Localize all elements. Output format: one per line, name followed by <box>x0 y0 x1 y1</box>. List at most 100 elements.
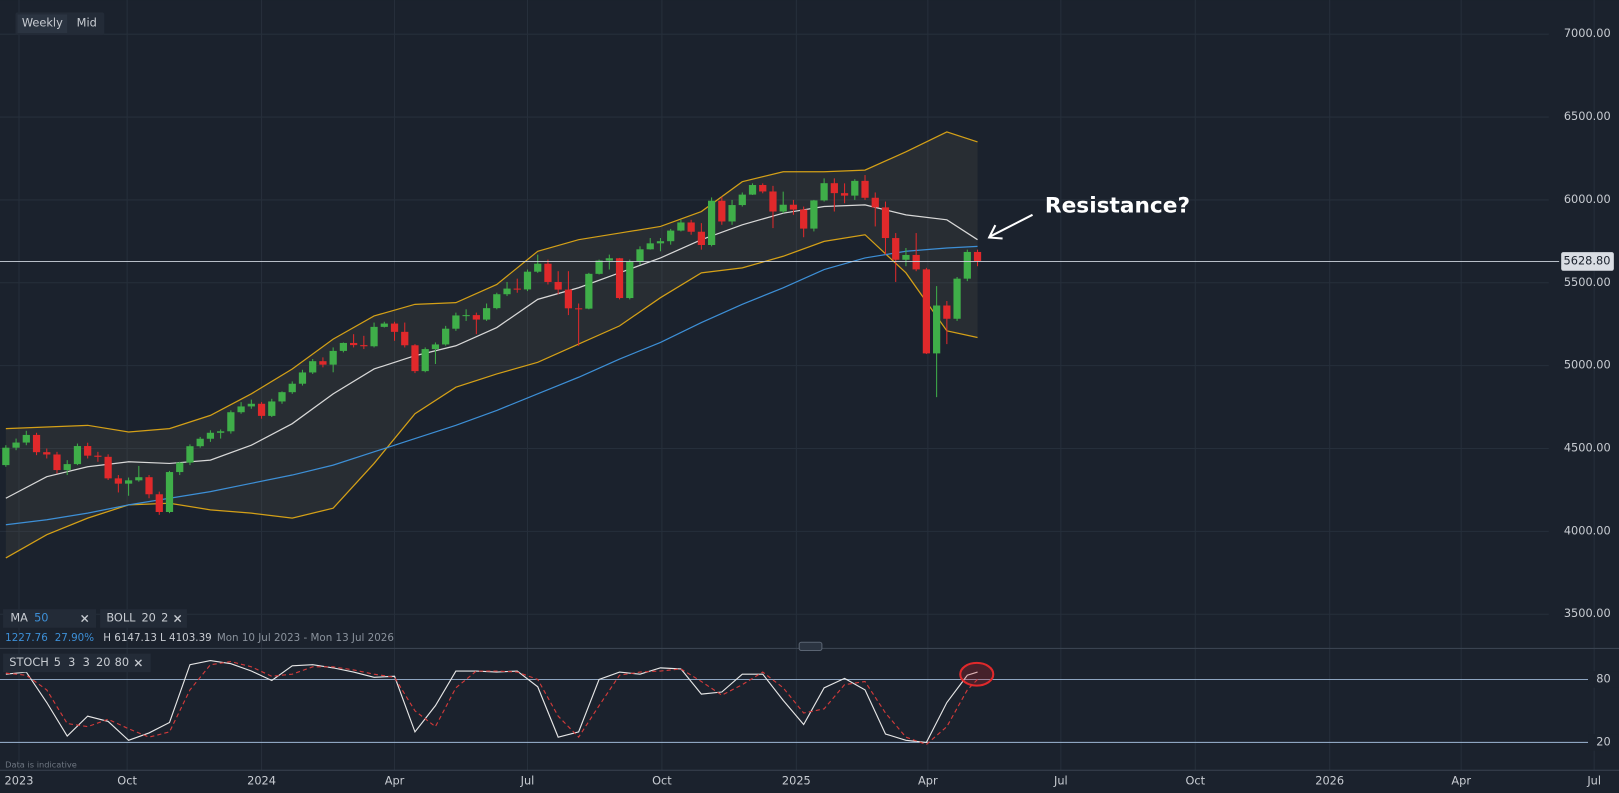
x-tick-label: Apr <box>918 774 938 788</box>
candle-body <box>390 323 399 332</box>
candle-body <box>155 494 163 512</box>
candle-body <box>370 326 378 347</box>
candle-body <box>564 289 573 309</box>
candle-body <box>298 372 307 384</box>
stoch-param: 80 <box>115 655 129 669</box>
stoch-param: 3 <box>83 655 90 669</box>
x-tick-label: Jul <box>1053 774 1068 788</box>
candle-body <box>217 431 225 433</box>
candle-body <box>697 231 705 246</box>
candle-body <box>462 315 470 317</box>
boll-period: 20 <box>141 610 155 624</box>
candle-body <box>380 323 388 327</box>
x-tick-label: 2026 <box>1315 774 1344 788</box>
candle-body <box>912 254 920 270</box>
readout-value: 1227.76 <box>5 632 48 644</box>
plot <box>0 131 1560 746</box>
candle-body <box>411 345 419 372</box>
price-mode-label[interactable]: Mid <box>77 16 97 30</box>
candle-body <box>319 361 327 365</box>
grid <box>0 0 1619 771</box>
stoch-label: STOCH <box>9 655 49 669</box>
candle-body <box>687 222 695 232</box>
interval-button[interactable] <box>17 14 68 34</box>
candle-body <box>339 342 347 351</box>
y-tick-label: 4500.00 <box>1564 441 1611 455</box>
boll-close-icon[interactable] <box>174 614 182 623</box>
candle-body <box>667 230 675 242</box>
readout-high: H 6147.13 <box>103 632 157 644</box>
stoch-close-icon[interactable] <box>134 659 142 667</box>
candle-body <box>851 180 859 196</box>
candle-body <box>401 331 409 346</box>
overlay-line <box>5 204 978 499</box>
candle-body <box>922 269 931 354</box>
candle-body <box>800 209 808 229</box>
stoch-param: 20 <box>96 655 110 669</box>
candle-body <box>135 477 143 481</box>
candle-body <box>523 271 532 290</box>
candle-body <box>503 288 511 295</box>
candle-body <box>349 342 358 346</box>
candle-body <box>605 258 613 261</box>
x-tick-label: Jul <box>1586 774 1601 788</box>
candle-body <box>176 462 184 473</box>
y-tick-label: 7000.00 <box>1564 26 1611 40</box>
candle-body <box>585 273 593 309</box>
ma-legend-box <box>3 609 97 628</box>
candle-body <box>973 251 982 262</box>
y-tick-label: 6500.00 <box>1564 109 1611 123</box>
candle-body <box>329 350 337 365</box>
candle-body <box>707 200 716 246</box>
x-tick-label: Oct <box>652 774 672 788</box>
y-tick-label: 6000.00 <box>1564 192 1611 206</box>
candle-body <box>748 185 757 195</box>
y-tick-label: 5500.00 <box>1564 275 1611 289</box>
candle-body <box>196 438 204 447</box>
interval-label[interactable]: Weekly <box>22 16 63 30</box>
candle-body <box>268 401 276 416</box>
y-tick-label: 20 <box>1596 734 1610 748</box>
y-tick-label: 3500.00 <box>1564 606 1611 620</box>
ma-close-icon[interactable] <box>81 614 89 623</box>
candle-body <box>881 207 890 239</box>
candle-body <box>84 446 92 456</box>
annotation: Resistance? <box>1045 194 1190 219</box>
candle-body <box>257 403 266 416</box>
candle-body <box>953 278 961 319</box>
candle-body <box>738 194 746 206</box>
candle-body <box>646 243 654 250</box>
candle-body <box>759 185 767 192</box>
candle-body <box>309 361 317 373</box>
candle-body <box>247 403 255 407</box>
candle-body <box>779 204 787 212</box>
candle-body <box>145 477 153 495</box>
candle-body <box>769 191 777 212</box>
candle-body <box>933 305 941 354</box>
candle-body <box>2 447 10 466</box>
disclaimer: Data is indicative <box>5 760 77 770</box>
candle-body <box>73 446 82 465</box>
candle-body <box>12 442 20 448</box>
last-price-box <box>1561 252 1614 271</box>
level-label-box <box>1588 734 1619 751</box>
candle-body <box>595 260 603 274</box>
stoch-line <box>5 661 978 746</box>
candle-body <box>288 383 296 393</box>
x-tick-label: Oct <box>1185 774 1205 788</box>
readout-percent: 27.90% <box>55 632 95 644</box>
x-tick-label: Jul <box>520 774 535 788</box>
candle-body <box>534 263 542 272</box>
resize-handle[interactable] <box>798 641 823 652</box>
date-range: Mon 10 Jul 2023 - Mon 13 Jul 2026 <box>217 632 394 644</box>
candle-body <box>636 249 644 262</box>
y-tick-label: 5000.00 <box>1564 358 1611 372</box>
candle-body <box>22 434 30 443</box>
candle-body <box>104 456 112 479</box>
boll-legend-box <box>100 609 187 628</box>
candle-body <box>677 222 685 231</box>
candle-body <box>575 308 583 310</box>
x-tick-label: Apr <box>1451 774 1471 788</box>
x-tick-label: 2023 <box>5 774 34 788</box>
